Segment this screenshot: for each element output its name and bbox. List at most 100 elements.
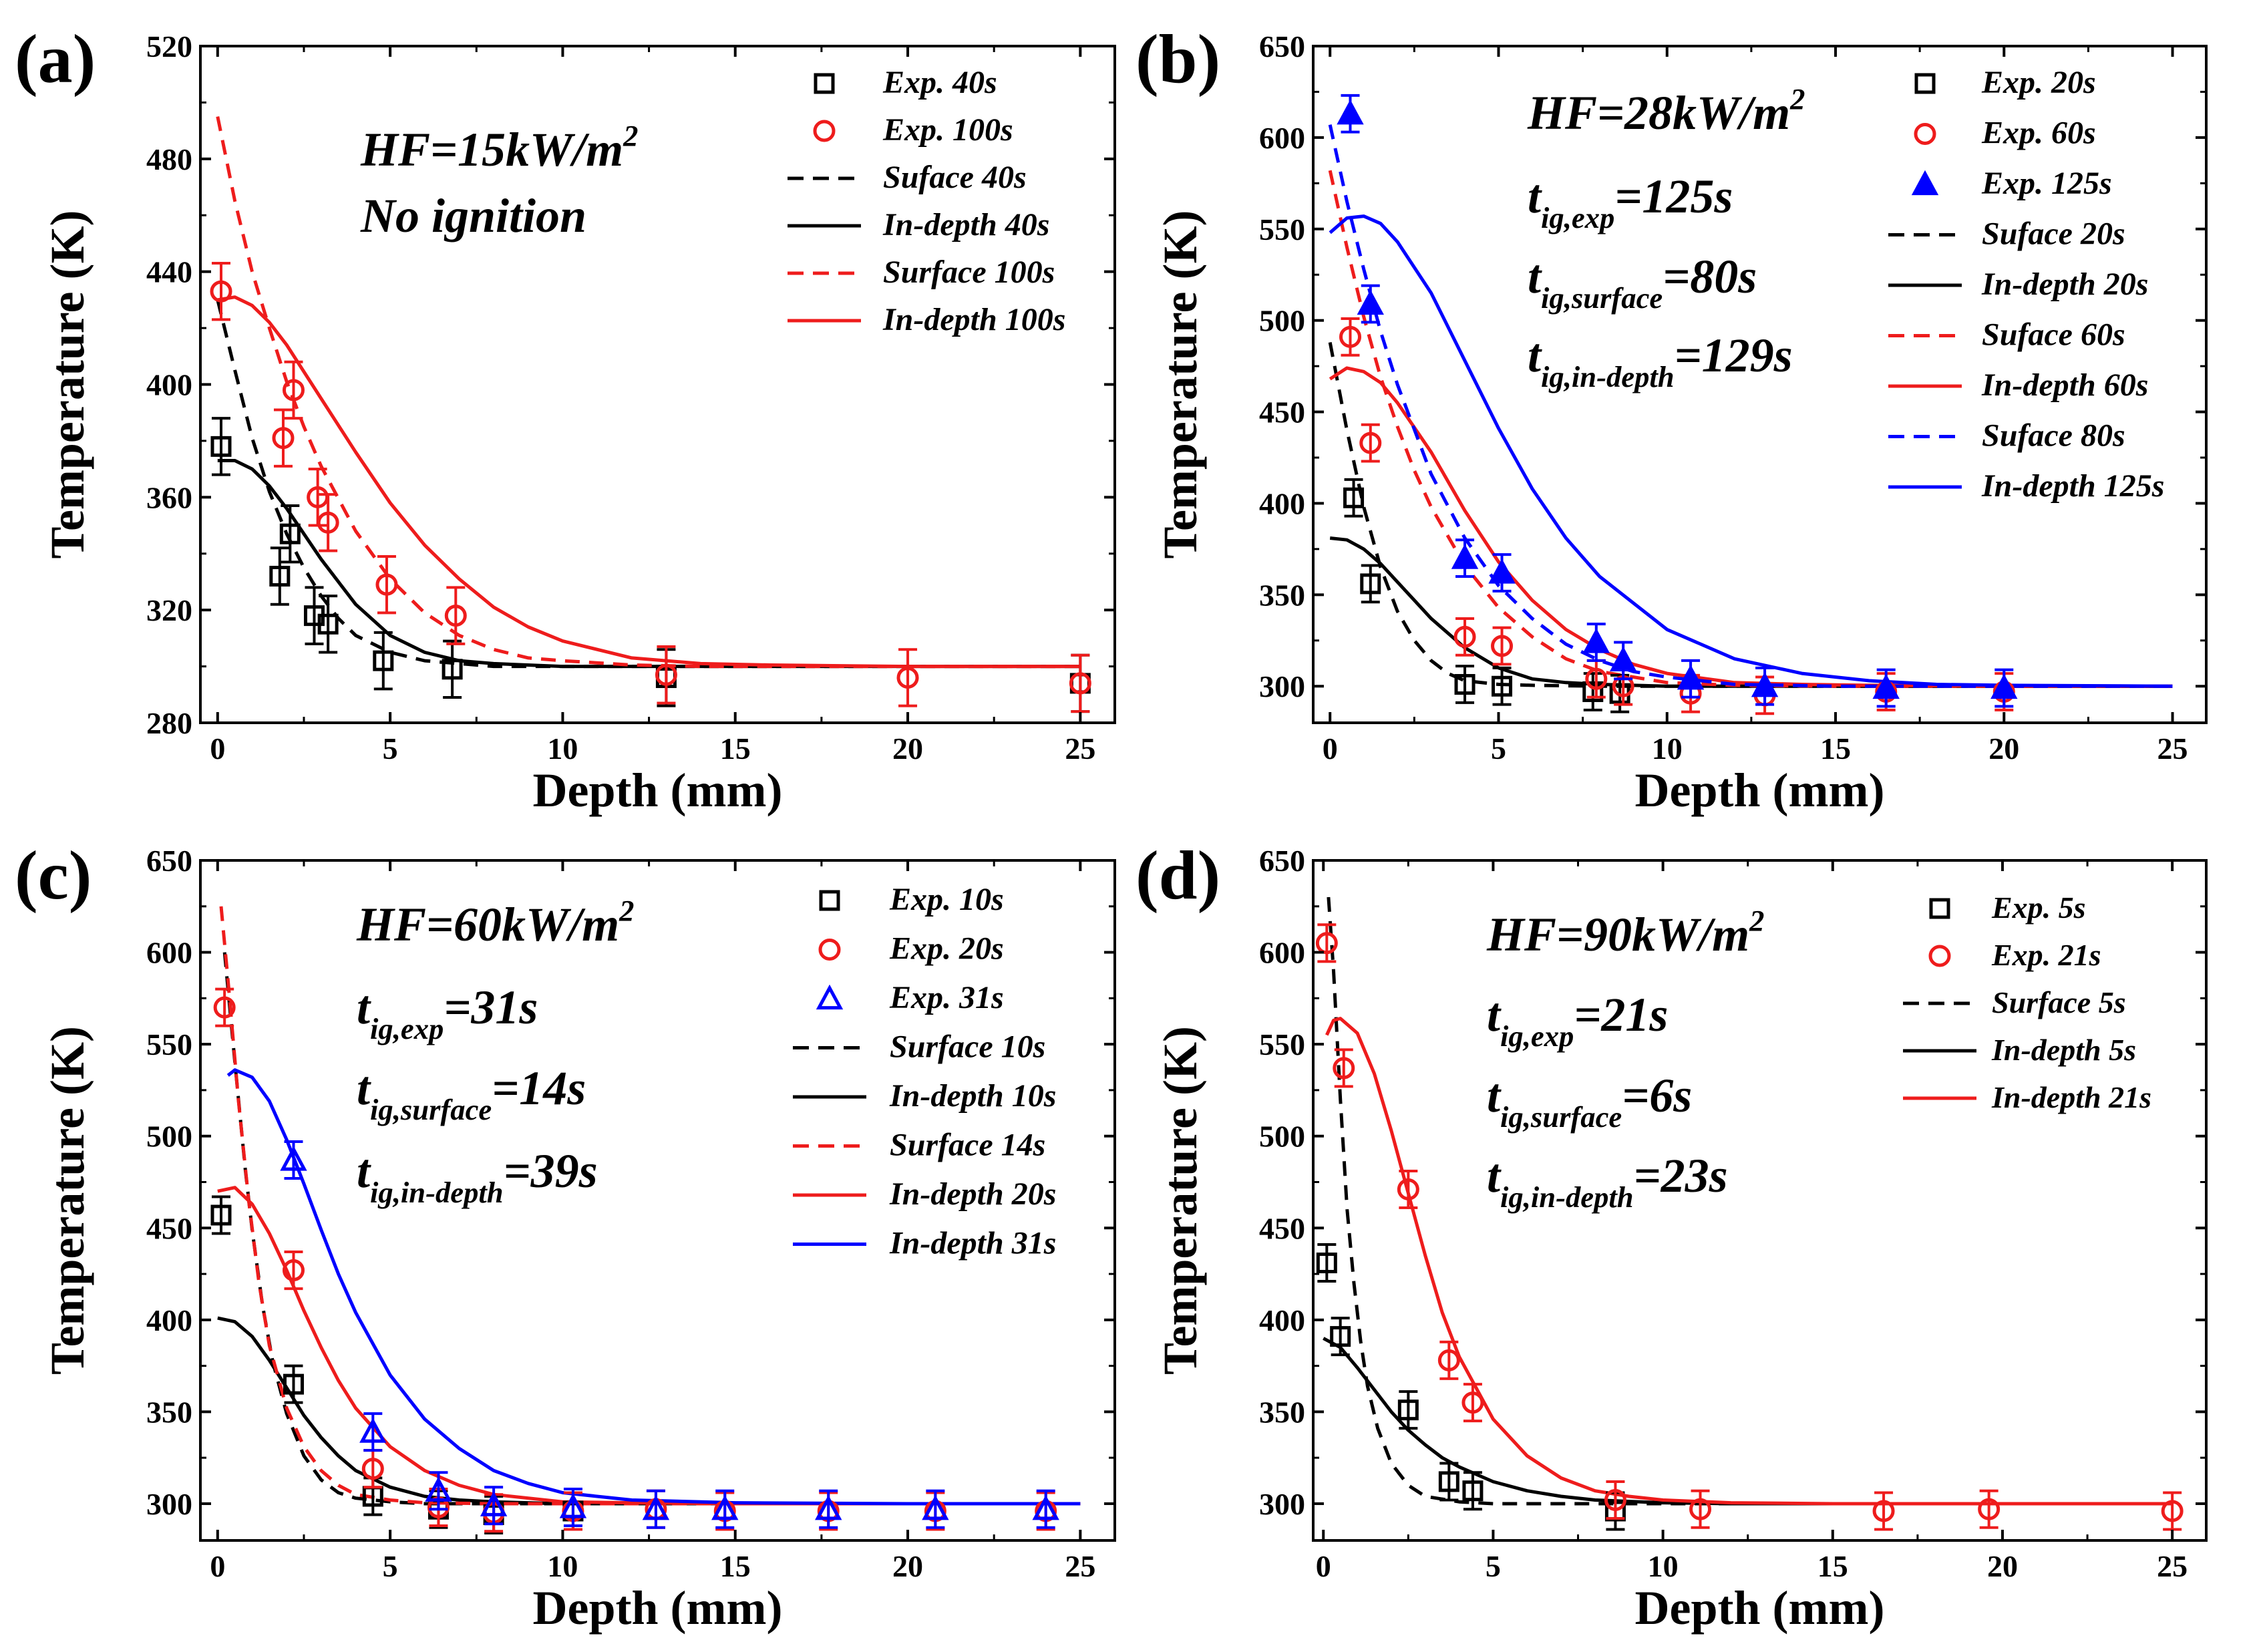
data-point [1585, 667, 1608, 690]
data-point [1454, 674, 1475, 695]
legend-label: In-depth 40s [882, 207, 1049, 242]
y-tick-label: 520 [146, 29, 192, 63]
legend-label: Exp. 100s [882, 112, 1013, 148]
panel-label: (a) [15, 21, 96, 98]
x-tick-label: 20 [892, 731, 923, 766]
data-point [1397, 1399, 1419, 1421]
data-point [711, 1494, 739, 1520]
chart-panel-1: 0 5 10 15 20 25 300 350 400 450 500 550 600 650 Depth … [1136, 21, 2208, 817]
data-point [655, 663, 677, 686]
y-tick-label: 450 [1259, 1211, 1305, 1245]
annotation-part: ig,surface [370, 1093, 492, 1126]
y-tick-label: 400 [146, 368, 192, 402]
x-tick-label: 15 [720, 731, 751, 766]
data-point [1609, 646, 1637, 672]
data-point [280, 1146, 307, 1171]
panel-label: (b) [1136, 21, 1220, 98]
data-point [815, 1494, 842, 1520]
legend-label: Exp. 125s [1981, 166, 2112, 201]
data-point [1462, 1480, 1484, 1502]
annotation-text: tig,exp=31s [357, 981, 538, 1045]
annotation-text: tig,exp=125s [1528, 170, 1733, 234]
data-point [361, 1458, 384, 1480]
y-tick-label: 550 [1259, 1027, 1305, 1061]
plot-frame [1312, 45, 2208, 724]
legend-marker [814, 73, 835, 94]
data-point [1677, 665, 1705, 690]
y-tick-label: 450 [1259, 395, 1305, 430]
plot-frame [199, 859, 1116, 1542]
panel-label: (d) [1136, 837, 1220, 914]
annotation-part: t [1487, 1069, 1502, 1122]
annotation-text: HF=15kW/m2 [360, 119, 638, 176]
data-point [1751, 671, 1779, 697]
y-tick-label: 650 [1259, 844, 1305, 878]
data-point [375, 573, 398, 596]
x-tick-label: 25 [2157, 731, 2188, 766]
y-tick-label: 400 [146, 1303, 192, 1337]
annotation-part: HF=15kW/m [360, 123, 623, 176]
model-curve [226, 1068, 1081, 1506]
data-point [1492, 675, 1513, 697]
x-tick-label: 15 [720, 1549, 751, 1583]
annotation-part: t [1487, 1149, 1502, 1202]
y-tick-label: 600 [1259, 121, 1305, 155]
legend-label: In-depth 20s [889, 1176, 1056, 1212]
data-point [282, 1259, 305, 1282]
model-curve [216, 299, 1081, 669]
data-point [1978, 1498, 2001, 1520]
y-tick-label: 400 [1259, 486, 1305, 520]
data-point [213, 996, 236, 1019]
data-point [272, 427, 295, 450]
annotation-text: tig,in-depth=23s [1487, 1149, 1728, 1214]
y-tick-label: 550 [146, 1027, 192, 1061]
legend-label: Exp. 5s [1991, 890, 2086, 925]
annotation-text: HF=60kW/m2 [356, 894, 634, 951]
y-tick-label: 350 [1259, 1395, 1305, 1429]
data-point [1872, 1500, 1895, 1522]
annotation-part: =14s [492, 1061, 586, 1115]
data-point [1488, 558, 1516, 584]
legend-label: Exp. 60s [1981, 116, 2096, 151]
legend-marker [1911, 170, 1939, 196]
annotation-part: ig,exp [370, 1012, 444, 1045]
legend-label: In-depth 60s [1981, 367, 2148, 403]
plot-frame [1312, 859, 2208, 1542]
annotation-part: t [1528, 250, 1542, 303]
x-tick-label: 0 [1316, 1549, 1331, 1583]
model-curve [216, 116, 1081, 669]
annotation-part: ig,exp [1500, 1019, 1574, 1053]
data-point [1604, 1488, 1626, 1511]
legend-label: Suface 40s [883, 160, 1027, 195]
legend-label: Exp. 10s [889, 882, 1004, 917]
x-tick-label: 15 [1820, 731, 1851, 766]
data-point [1315, 932, 1338, 955]
x-tick-label: 10 [1648, 1549, 1679, 1583]
y-tick-label: 350 [146, 1395, 192, 1429]
annotation-part: 2 [1789, 82, 1805, 116]
data-point [896, 666, 919, 689]
legend-marker [1929, 898, 1950, 919]
data-point [480, 1491, 508, 1516]
data-point [1333, 1057, 1355, 1080]
annotation-text: No ignition [360, 189, 586, 242]
y-tick-label: 450 [146, 1211, 192, 1245]
data-point [359, 1418, 387, 1443]
panel-label: (c) [15, 837, 92, 914]
data-point [1582, 628, 1610, 653]
annotation-part: 2 [623, 119, 638, 152]
legend-label: Suface 80s [1982, 418, 2125, 454]
x-axis-label: Depth (mm) [1635, 1581, 1885, 1635]
legend-label: Suface 60s [1982, 317, 2125, 353]
model-curve [217, 295, 1081, 669]
annotation-part: 2 [1749, 904, 1764, 937]
legend-label: Exp. 21s [1991, 938, 2101, 972]
x-tick-label: 10 [1652, 731, 1683, 766]
x-tick-label: 10 [547, 1549, 578, 1583]
y-tick-label: 500 [146, 1120, 192, 1154]
x-tick-label: 25 [1065, 731, 1095, 766]
annotation-part: t [1528, 170, 1542, 223]
annotation-text: tig,in-depth=129s [1528, 329, 1793, 393]
annotation-text: tig,in-depth=39s [357, 1144, 598, 1209]
